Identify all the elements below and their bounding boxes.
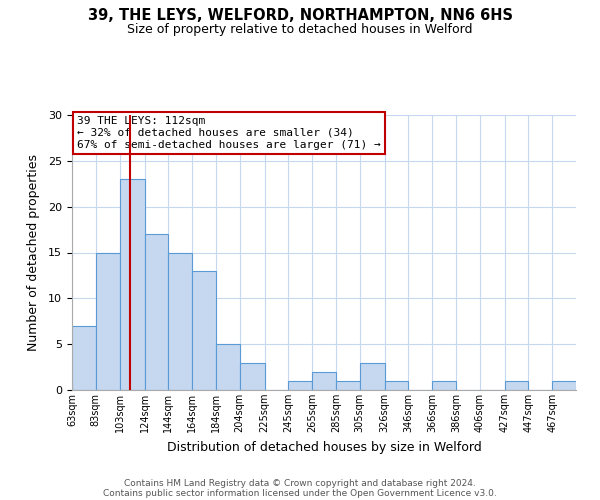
Bar [72, 326, 96, 390]
Bar [552, 381, 576, 390]
Bar [119, 179, 145, 390]
Bar [336, 381, 359, 390]
Bar [359, 362, 385, 390]
Bar [168, 252, 192, 390]
Text: 39 THE LEYS: 112sqm
← 32% of detached houses are smaller (34)
67% of semi-detach: 39 THE LEYS: 112sqm ← 32% of detached ho… [77, 116, 381, 150]
Y-axis label: Number of detached properties: Number of detached properties [27, 154, 40, 351]
Bar [239, 362, 265, 390]
Bar [505, 381, 529, 390]
Bar [289, 381, 312, 390]
Text: Contains HM Land Registry data © Crown copyright and database right 2024.: Contains HM Land Registry data © Crown c… [124, 478, 476, 488]
Bar [385, 381, 409, 390]
Bar [145, 234, 168, 390]
Bar [216, 344, 239, 390]
Bar [192, 271, 216, 390]
X-axis label: Distribution of detached houses by size in Welford: Distribution of detached houses by size … [167, 440, 481, 454]
Bar [96, 252, 119, 390]
Text: Contains public sector information licensed under the Open Government Licence v3: Contains public sector information licen… [103, 488, 497, 498]
Text: 39, THE LEYS, WELFORD, NORTHAMPTON, NN6 6HS: 39, THE LEYS, WELFORD, NORTHAMPTON, NN6 … [88, 8, 512, 22]
Bar [312, 372, 336, 390]
Text: Size of property relative to detached houses in Welford: Size of property relative to detached ho… [127, 22, 473, 36]
Bar [432, 381, 456, 390]
